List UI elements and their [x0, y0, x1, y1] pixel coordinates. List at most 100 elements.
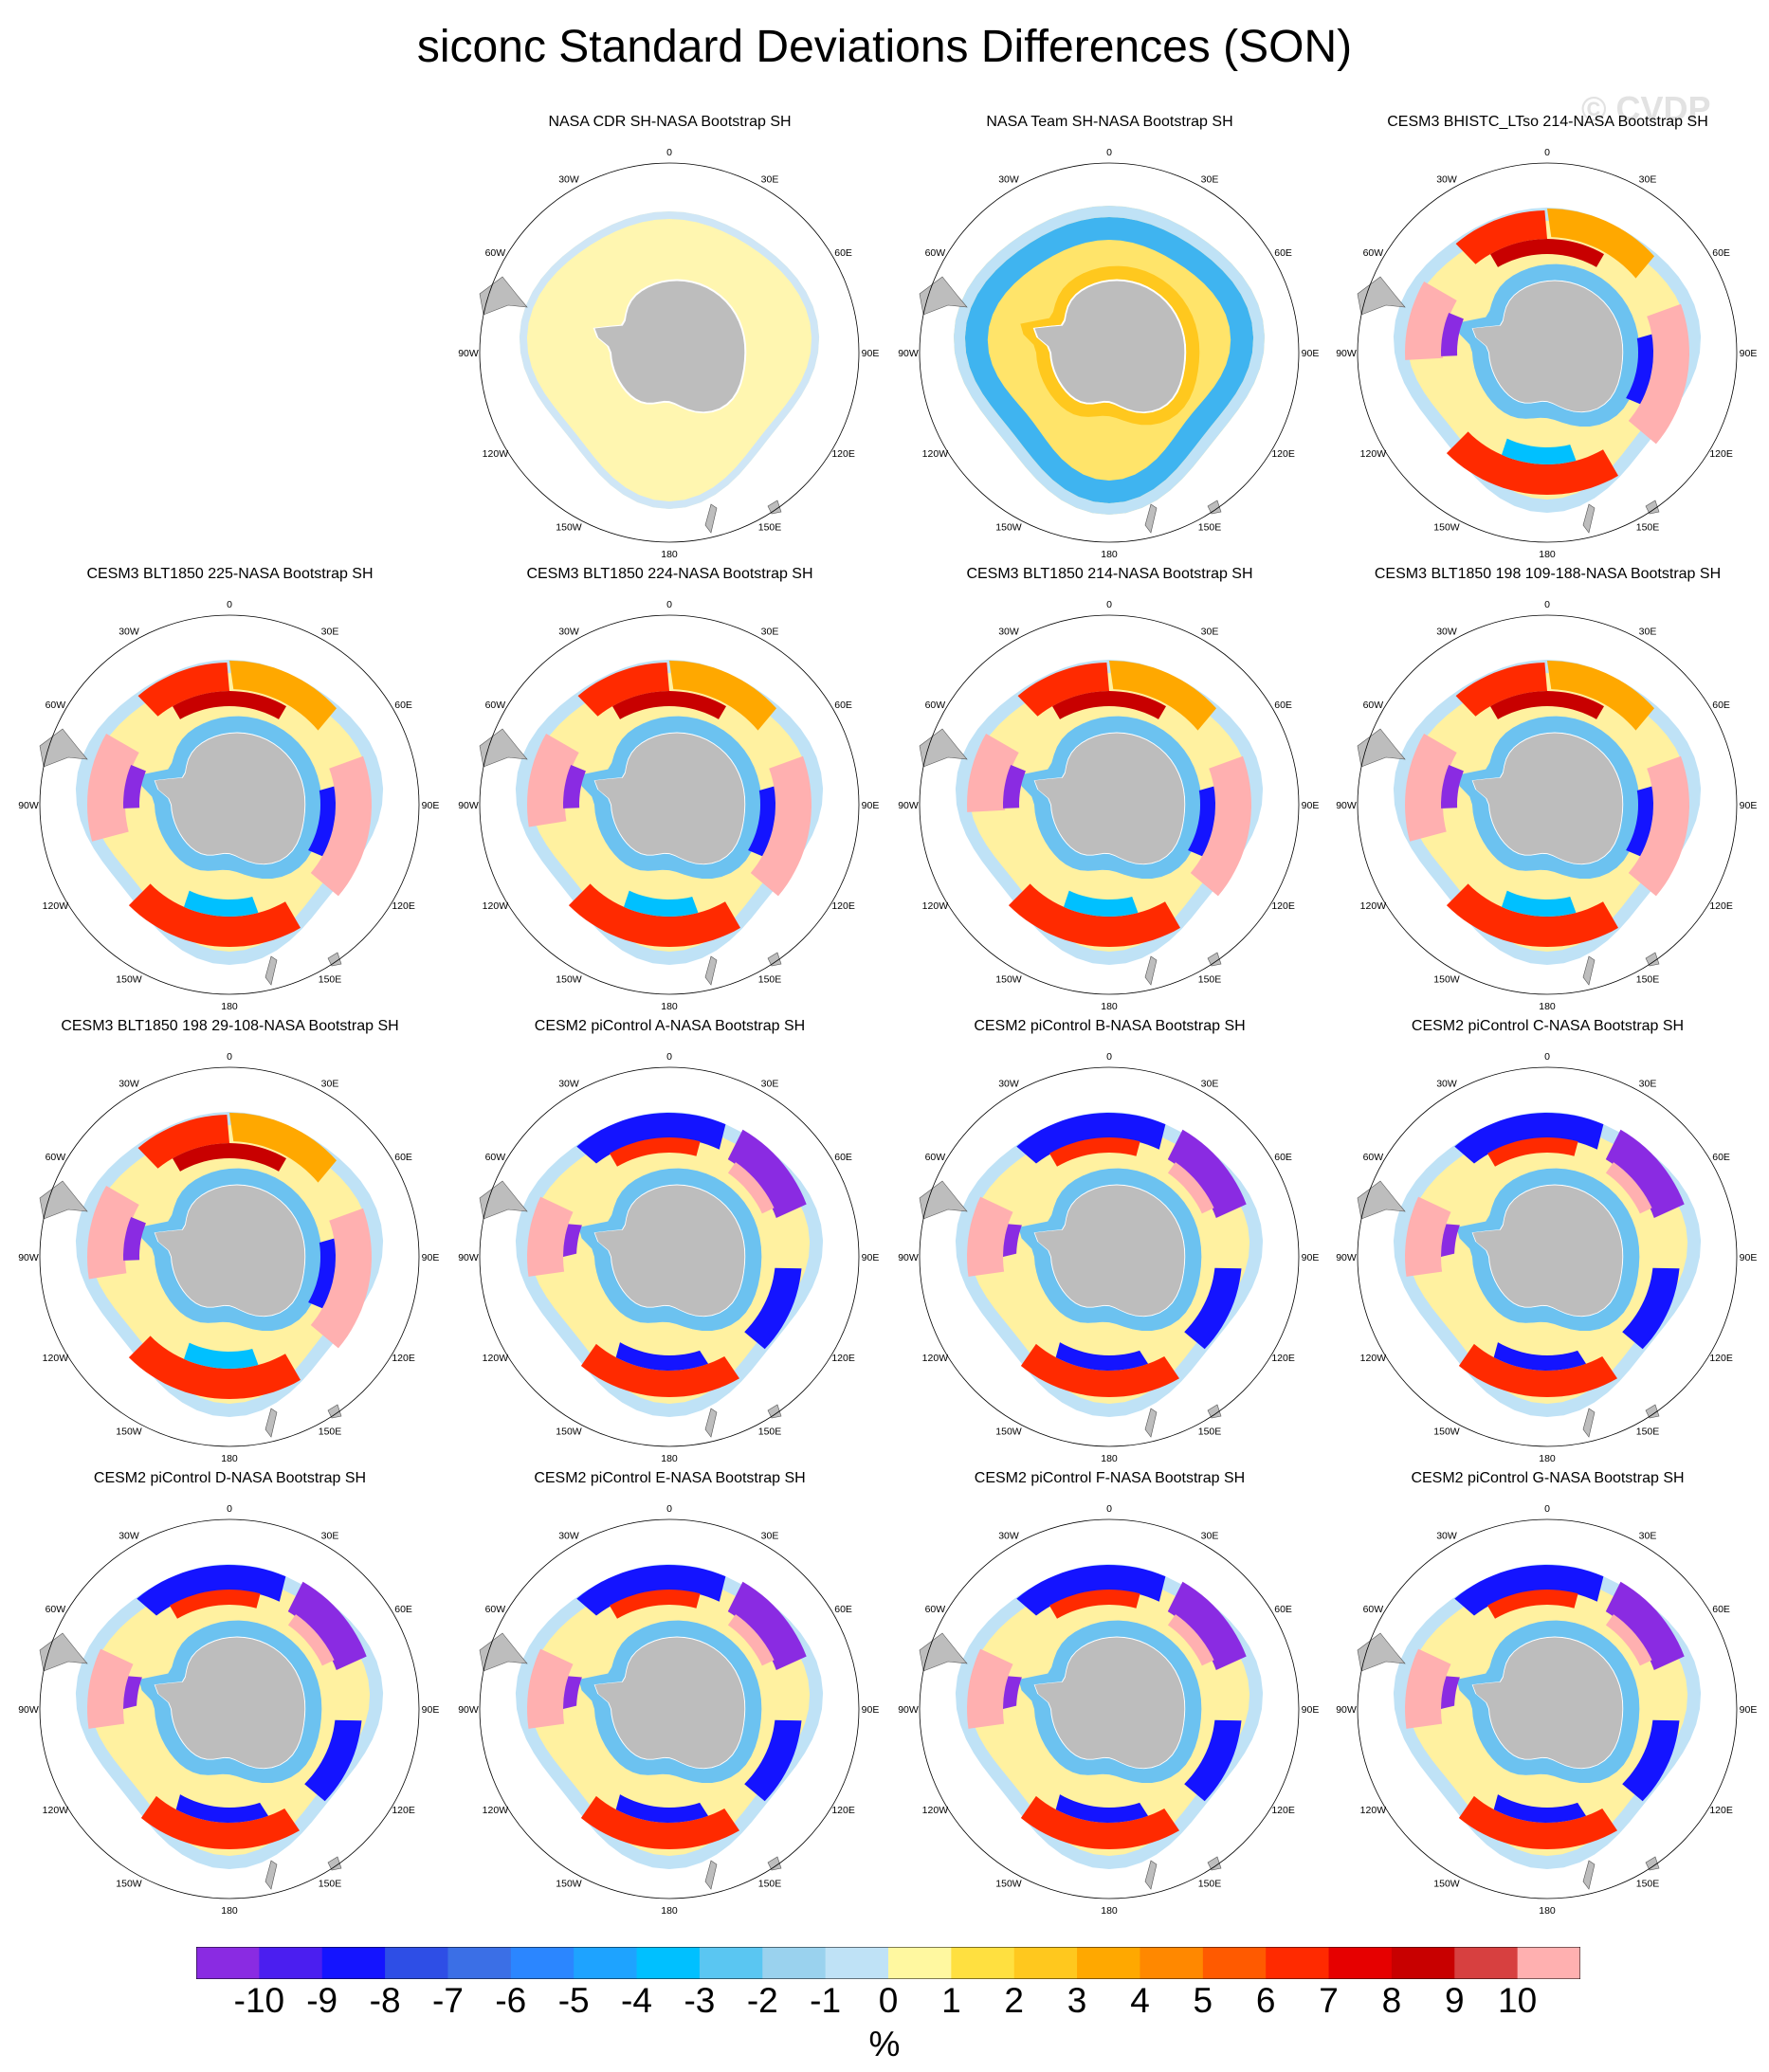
- colorbar-swatch: [762, 1947, 827, 1979]
- difference-field-inner: [1406, 1125, 1688, 1404]
- negative-band-ne: [727, 1581, 807, 1670]
- positive-band-ne: [229, 661, 337, 731]
- longitude-label: 150W: [995, 974, 1022, 986]
- longitude-label: 30E: [1201, 1078, 1219, 1089]
- map-boundary: [1357, 1518, 1738, 1899]
- antarctica-land: [1472, 733, 1623, 864]
- longitude-label: 120E: [831, 448, 855, 460]
- positive-band-ne: [669, 661, 776, 731]
- negative-band-east: [308, 1238, 336, 1309]
- positive-band-south: [580, 1343, 739, 1397]
- longitude-label: 60W: [485, 247, 506, 259]
- negative-band-south: [184, 1342, 259, 1369]
- colorbar-swatch: [1140, 1947, 1204, 1979]
- longitude-label: 90W: [898, 800, 919, 811]
- negative-band-north: [1016, 1113, 1166, 1164]
- panel-title: CESM2 piControl E-NASA Bootstrap SH: [534, 1470, 806, 1486]
- map-panel: CESM3 BLT1850 225-NASA Bootstrap SH 0 30E 6…: [9, 566, 450, 1017]
- longitude-label: 30E: [1201, 626, 1219, 637]
- longitude-label: 90W: [18, 1704, 39, 1716]
- new-zealand-land: [264, 1860, 278, 1890]
- longitude-label: 180: [1539, 1453, 1556, 1464]
- positive-band-west: [1405, 1196, 1451, 1277]
- map-boundary: [919, 162, 1300, 543]
- map-field: [919, 660, 1264, 986]
- longitude-label: 150W: [995, 1879, 1022, 1890]
- positive-band-inner: [1490, 691, 1604, 719]
- polar-map: 0 30E 60E 90E 120E 150E 180 150W 120W 90W 60W 30W: [1336, 147, 1757, 560]
- positive-band-east: [1628, 303, 1689, 445]
- longitude-label: 0: [1106, 1051, 1112, 1063]
- colorbar-tick-label: 5: [1193, 1981, 1213, 2020]
- negative-band-east: [308, 786, 336, 857]
- longitude-label: 120E: [1709, 1805, 1733, 1816]
- negative-band-south: [1055, 1342, 1148, 1371]
- map-boundary: [1357, 1066, 1738, 1447]
- longitude-label: 30E: [1201, 1530, 1219, 1541]
- longitude-label: 90W: [1336, 348, 1357, 359]
- antarctica-land: [1472, 1185, 1623, 1317]
- longitude-label: 30W: [119, 1530, 139, 1541]
- negative-band-east: [1626, 334, 1653, 405]
- south-america-land: [479, 1632, 528, 1672]
- longitude-label: 0: [1106, 147, 1112, 158]
- panel-title: CESM3 BLT1850 214-NASA Bootstrap SH: [966, 566, 1253, 582]
- panel-title: CESM3 BHISTC_LTso 214-NASA Bootstrap SH: [1387, 114, 1708, 130]
- longitude-label: 120E: [831, 1353, 855, 1364]
- colorbar-swatch: [1266, 1947, 1330, 1979]
- longitude-label: 90W: [458, 348, 479, 359]
- difference-field-coast: [138, 1168, 322, 1331]
- map-boundary: [39, 1518, 420, 1899]
- tasmania-land: [767, 1404, 782, 1419]
- positive-band-west: [527, 734, 579, 827]
- positive-band-south: [140, 1795, 300, 1849]
- positive-band-west: [87, 734, 139, 842]
- longitude-label: 0: [666, 1051, 672, 1063]
- map-panel: CESM2 piControl B-NASA Bootstrap SH 0 30E 6…: [889, 1018, 1330, 1469]
- difference-field-inner: [968, 1577, 1250, 1856]
- longitude-label: 90E: [862, 800, 880, 811]
- map-boundary: [1357, 162, 1738, 543]
- negative-band-east: [1626, 786, 1653, 857]
- antarctica-land: [1034, 1185, 1185, 1317]
- colorbar-swatch: [636, 1947, 701, 1979]
- longitude-label: 60W: [46, 1152, 66, 1163]
- map-boundary: [479, 1518, 860, 1899]
- negative-band-south: [1055, 1794, 1148, 1823]
- longitude-label: 120E: [1271, 1353, 1295, 1364]
- colorbar-swatch: [1077, 1947, 1140, 1979]
- south-america-land: [39, 728, 88, 768]
- longitude-label: 60E: [1712, 247, 1730, 259]
- difference-field-coast: [1020, 265, 1200, 426]
- negative-band-west: [1441, 765, 1464, 809]
- polar-map: 0 30E 60E 90E 120E 150E 180 150W 120W 90W 60W 30W: [898, 1503, 1320, 1917]
- longitude-label: 30W: [1436, 626, 1457, 637]
- longitude-label: 90E: [1302, 1704, 1320, 1716]
- new-zealand-land: [704, 503, 718, 534]
- colorbar-tick-label: -6: [495, 1981, 527, 2020]
- longitude-label: 150W: [556, 974, 582, 986]
- difference-field-inner: [1406, 1577, 1688, 1856]
- longitude-label: 150E: [319, 1879, 342, 1890]
- longitude-label: 30W: [558, 626, 579, 637]
- positive-band-east: [310, 755, 372, 897]
- longitude-label: 90E: [1740, 1252, 1758, 1263]
- antarctica-land: [594, 1185, 745, 1317]
- panel-title: CESM3 BLT1850 198 29-108-NASA Bootstrap …: [61, 1018, 399, 1034]
- map-field: [1357, 660, 1702, 986]
- longitude-label: 90W: [1336, 1252, 1357, 1263]
- map-field: [479, 1564, 824, 1890]
- longitude-label: 150W: [1433, 522, 1460, 534]
- antarctica-land: [155, 733, 305, 864]
- colorbar-tick-label: 8: [1381, 1981, 1402, 2020]
- polar-map: 0 30E 60E 90E 120E 150E 180 150W 120W 90W 60W 30W: [458, 599, 880, 1012]
- positive-band-north: [577, 663, 669, 717]
- longitude-label: 90E: [1302, 1252, 1320, 1263]
- new-zealand-land: [264, 1408, 278, 1438]
- longitude-label: 150W: [1433, 1427, 1460, 1438]
- negative-band-west: [1441, 1676, 1460, 1709]
- panel-title: CESM2 piControl A-NASA Bootstrap SH: [534, 1018, 806, 1034]
- longitude-label: 150E: [1198, 522, 1222, 534]
- colorbar-tick-label: -2: [746, 1981, 778, 2020]
- negative-band-east: [744, 1719, 802, 1802]
